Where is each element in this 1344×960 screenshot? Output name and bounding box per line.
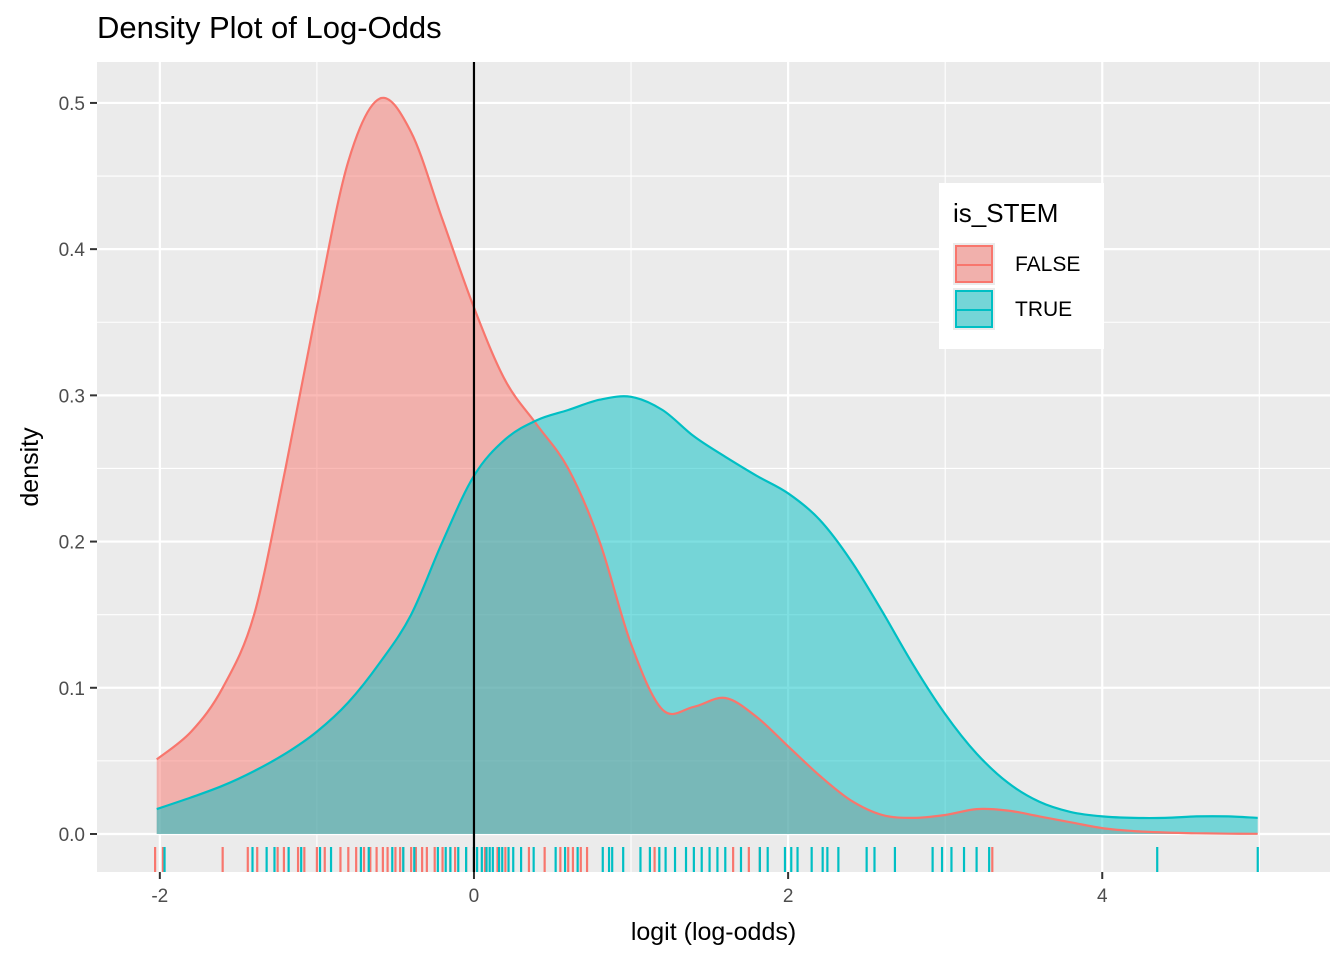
legend-key-true (953, 288, 995, 330)
y-tick-label: 0.0 (59, 825, 85, 846)
y-tick-label: 0.3 (59, 386, 85, 407)
legend-item-true: TRUE (953, 288, 1093, 330)
density-area-true (156, 396, 1258, 834)
y-tick-label: 0.5 (59, 94, 85, 115)
y-tick-label: 0.2 (59, 533, 85, 554)
y-axis-label: density (16, 427, 44, 507)
y-tick-label: 0.4 (59, 240, 86, 261)
x-tick-label: 0 (469, 886, 480, 907)
density-line-true (156, 395, 1258, 820)
density-line-false (156, 96, 1258, 835)
x-tick-label: 4 (1097, 886, 1108, 907)
legend-item-false: FALSE (953, 243, 1093, 285)
legend-swatch-false (955, 245, 993, 283)
x-tick-label: 2 (783, 886, 794, 907)
legend-label-false: FALSE (1015, 253, 1081, 276)
legend-key-false (953, 243, 995, 285)
chart-title: Density Plot of Log-Odds (97, 10, 442, 45)
legend-swatch-true (955, 290, 993, 328)
y-tick-label: 0.1 (59, 679, 85, 700)
legend-title: is_STEM (953, 198, 1059, 228)
legend: is_STEM FALSE TRUE (939, 183, 1104, 349)
x-axis-label: logit (log-odds) (631, 918, 796, 946)
legend-label-true: TRUE (1015, 298, 1073, 321)
x-tick-label: -2 (151, 886, 168, 907)
